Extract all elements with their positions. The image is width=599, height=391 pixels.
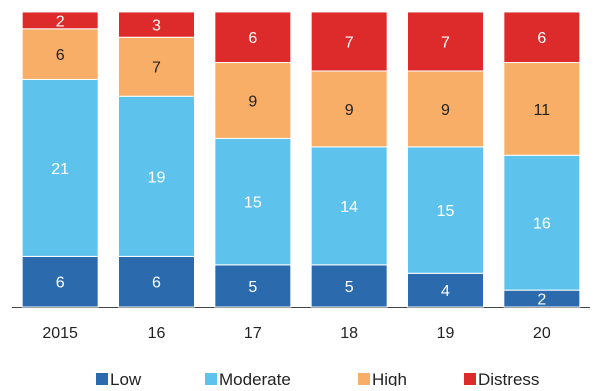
bar-segment-moderate-16 [118, 95, 195, 257]
x-tick-label-20: 20 [533, 325, 551, 342]
data-label-moderate-16: 19 [148, 169, 166, 186]
legend-label-low: Low [110, 370, 142, 386]
legend-swatch-moderate [205, 373, 217, 385]
bar-segment-distress-18 [310, 11, 388, 72]
legend-label-high: High [372, 370, 407, 386]
data-label-moderate-18: 14 [340, 199, 358, 216]
data-label-moderate-17: 15 [244, 195, 262, 212]
x-tick-label-2015: 2015 [42, 325, 78, 342]
data-label-high-19: 9 [441, 102, 450, 119]
bar-segment-distress-19 [407, 11, 484, 72]
data-label-low-20: 2 [537, 292, 546, 309]
bar-segment-distress-17 [214, 11, 292, 64]
data-label-high-17: 9 [248, 93, 257, 110]
data-label-moderate-2015: 21 [51, 161, 69, 178]
bar-segment-low-18 [310, 264, 388, 308]
legend-swatch-distress [464, 373, 476, 385]
data-label-moderate-19: 15 [437, 203, 455, 220]
data-label-high-18: 9 [345, 102, 354, 119]
bar-segment-high-20 [503, 62, 581, 156]
bar-segment-low-16 [118, 255, 195, 308]
data-label-distress-2015: 2 [56, 13, 65, 30]
data-label-distress-20: 6 [537, 30, 546, 47]
data-label-low-17: 5 [248, 279, 257, 296]
data-label-low-16: 6 [152, 275, 161, 292]
bar-segment-high-16 [118, 36, 195, 97]
x-tick-label-18: 18 [340, 325, 358, 342]
data-label-distress-19: 7 [441, 34, 450, 51]
bar-segment-distress-16 [118, 11, 195, 38]
bar-segment-moderate-17 [214, 137, 292, 266]
data-label-low-18: 5 [345, 279, 354, 296]
data-label-distress-16: 3 [152, 18, 161, 35]
data-label-low-2015: 6 [56, 275, 65, 292]
bar-segment-low-19 [407, 272, 484, 308]
bar-segment-distress-20 [503, 11, 581, 64]
data-label-high-20: 11 [534, 102, 551, 119]
x-tick-label-17: 17 [244, 325, 262, 342]
bar-segment-distress-2015 [21, 11, 99, 30]
bar-segment-moderate-19 [407, 146, 484, 274]
data-label-distress-18: 7 [345, 34, 354, 51]
data-label-high-2015: 6 [56, 47, 65, 64]
legend-swatch-low [96, 373, 108, 385]
data-label-moderate-20: 16 [533, 216, 551, 233]
data-label-distress-17: 6 [248, 30, 257, 47]
bar-segment-low-2015 [21, 255, 99, 308]
bar-segment-moderate-18 [310, 146, 388, 266]
data-label-high-16: 7 [152, 60, 161, 77]
bar-segment-high-19 [407, 70, 484, 148]
data-label-low-19: 4 [441, 283, 450, 300]
legend-label-distress: Distress [478, 370, 539, 386]
legend-swatch-high [358, 373, 370, 385]
x-tick-label-16: 16 [148, 325, 166, 342]
x-tick-label-19: 19 [437, 325, 455, 342]
bar-segment-moderate-2015 [21, 78, 99, 257]
bar-segment-moderate-20 [503, 154, 581, 291]
bar-segment-low-17 [214, 264, 292, 308]
legend-label-moderate: Moderate [219, 370, 291, 386]
